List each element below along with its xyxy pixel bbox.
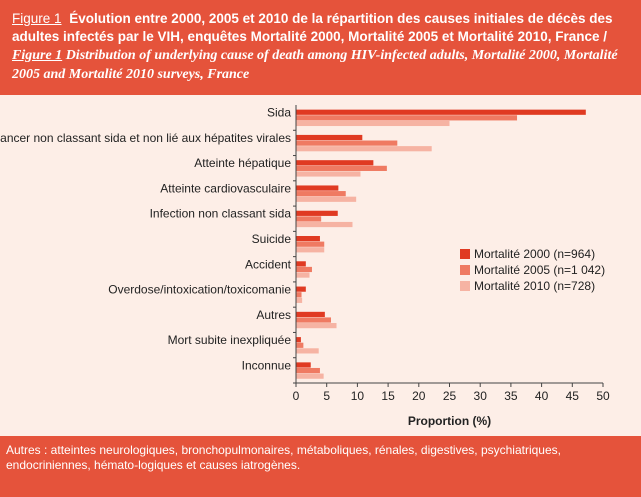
bar [296, 160, 374, 166]
category-label: Overdose/intoxication/toxicomanie [108, 283, 291, 297]
bar [296, 165, 387, 171]
category-label: Atteinte hépatique [194, 156, 291, 170]
bar [296, 140, 398, 146]
bar [296, 261, 306, 267]
bar [296, 286, 306, 292]
figure-label-en: Figure 1 [12, 48, 63, 63]
legend-label: Mortalité 2000 (n=964) [474, 247, 595, 261]
x-tick-label: 0 [293, 389, 300, 403]
bar [296, 362, 311, 368]
bar [296, 323, 337, 329]
bar-chart: Sida Cancer non classant sida et non lié … [0, 105, 610, 428]
bar [296, 146, 432, 152]
category-label: Suicide [252, 232, 292, 246]
bar [296, 191, 346, 197]
bar [296, 134, 363, 141]
figure-label-fr: Figure 1 [12, 11, 62, 26]
legend-swatch [460, 249, 470, 259]
bar [296, 272, 310, 278]
chart-area: Sida Cancer non classant sida et non lié … [0, 95, 641, 436]
bar [296, 196, 357, 202]
x-tick-label: 25 [443, 389, 457, 403]
bar [296, 337, 301, 343]
x-axis-label: Proportion (%) [408, 414, 491, 428]
bar [296, 115, 518, 121]
x-tick-label: 15 [381, 389, 395, 403]
category-label: Sida [267, 106, 291, 120]
bar [296, 171, 361, 177]
figure-title-fr: Évolution entre 2000, 2005 et 2010 de la… [12, 11, 613, 44]
bar [296, 373, 324, 379]
bar [296, 247, 325, 253]
figure-title-en: Distribution of underlying cause of deat… [12, 48, 618, 82]
category-label: Autres [256, 308, 291, 322]
bar [296, 297, 303, 303]
bar [296, 109, 586, 115]
category-label: Infection non classant sida [150, 207, 292, 221]
bar [296, 342, 304, 348]
bar [296, 348, 319, 354]
bar [296, 311, 325, 318]
category-label: Atteinte cardiovasculaire [160, 181, 291, 195]
legend-swatch [460, 281, 470, 291]
footnote: Autres : atteintes neurologiques, bronch… [6, 443, 561, 472]
legend-label: Mortalité 2005 (n=1 042) [474, 263, 605, 277]
bar [296, 241, 325, 247]
legend-swatch [460, 265, 470, 275]
x-tick-label: 35 [504, 389, 518, 403]
bar [296, 236, 320, 242]
category-label: Cancer non classant sida et non lié aux … [0, 131, 291, 145]
bar [296, 292, 302, 298]
category-label: Accident [245, 257, 292, 271]
bar [296, 317, 331, 323]
x-tick-label: 20 [412, 389, 426, 403]
bar [296, 367, 320, 374]
x-tick-label: 45 [566, 389, 580, 403]
bar [296, 120, 450, 127]
x-tick-label: 30 [474, 389, 488, 403]
x-tick-label: 5 [323, 389, 330, 403]
category-label: Mort subite inexpliquée [168, 333, 292, 347]
category-label: Inconnue [242, 358, 292, 372]
bar [296, 221, 353, 228]
figure-footer: Autres : atteintes neurologiques, bronch… [0, 436, 641, 497]
bar [296, 266, 312, 273]
figure-header: Figure 1 Évolution entre 2000, 2005 et 2… [0, 0, 641, 95]
legend-label: Mortalité 2010 (n=728) [474, 279, 595, 293]
bar [296, 210, 338, 216]
bar [296, 216, 322, 222]
x-tick-label: 40 [535, 389, 549, 403]
bar [296, 185, 339, 191]
x-tick-label: 10 [351, 389, 365, 403]
x-tick-label: 50 [596, 389, 610, 403]
